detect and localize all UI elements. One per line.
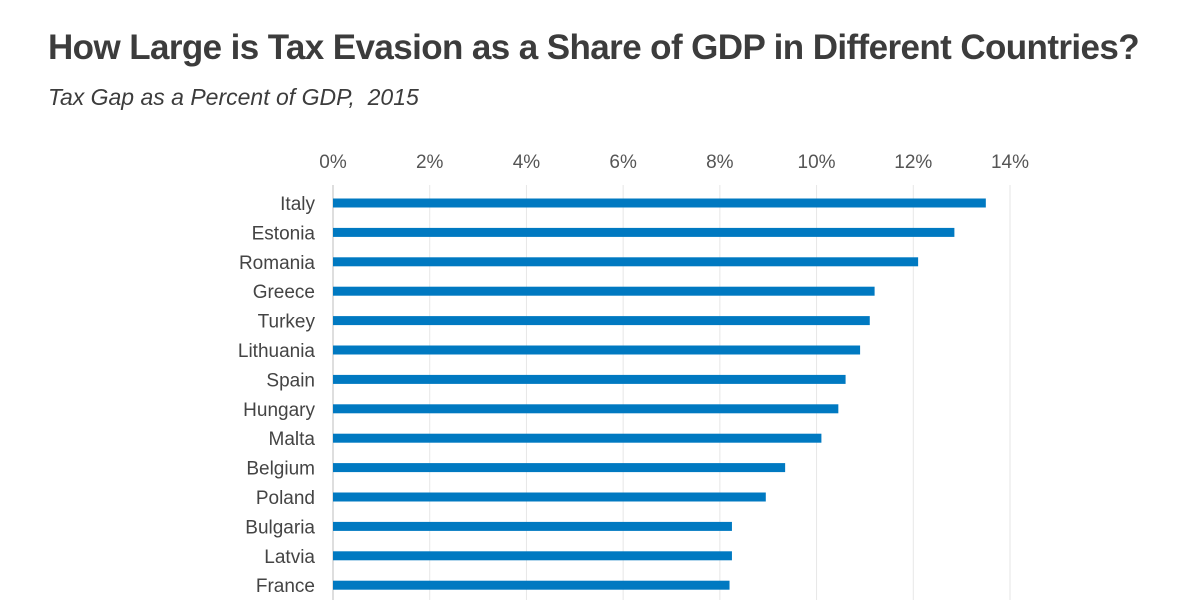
bar-italy <box>333 198 986 208</box>
category-label: Poland <box>256 488 315 509</box>
bar-malta <box>333 433 822 443</box>
category-label: Malta <box>269 429 316 450</box>
chart-subtitle: Tax Gap as a Percent of GDP, 2015 <box>48 84 419 110</box>
bar-spain <box>333 374 846 384</box>
gridlines <box>429 185 1011 600</box>
category-label: Bulgaria <box>245 517 315 538</box>
category-label: Estonia <box>252 223 316 244</box>
x-tick-label: 2% <box>416 152 444 173</box>
chart-title: How Large is Tax Evasion as a Share of G… <box>48 28 1140 67</box>
category-label: Hungary <box>243 400 315 421</box>
x-tick-label: 12% <box>894 152 932 173</box>
x-tick-label: 4% <box>513 152 541 173</box>
category-label: Lithuania <box>238 341 316 362</box>
x-tick-label: 14% <box>991 152 1029 173</box>
bar-latvia <box>333 551 732 561</box>
bar-france <box>333 580 730 590</box>
bar-belgium <box>333 463 786 473</box>
x-axis-ticks: 0% 2% 4% 6% 8% 10% 12% 14% <box>319 152 1029 173</box>
category-label: Greece <box>253 282 315 303</box>
bar-hungary <box>333 404 839 414</box>
bar-poland <box>333 492 766 502</box>
bar-bulgaria <box>333 521 732 531</box>
category-label: Romania <box>239 253 315 274</box>
bar-estonia <box>333 227 955 237</box>
bar-turkey <box>333 316 870 326</box>
bars <box>333 198 986 590</box>
bar-romania <box>333 257 919 267</box>
x-tick-label: 8% <box>706 152 734 173</box>
bar-greece <box>333 286 875 296</box>
x-tick-label: 0% <box>319 152 347 173</box>
x-tick-label: 10% <box>798 152 836 173</box>
category-label: Italy <box>280 194 315 215</box>
category-label: France <box>256 576 315 597</box>
x-tick-label: 6% <box>609 152 637 173</box>
category-label: Turkey <box>258 312 316 333</box>
category-label: Belgium <box>246 459 315 480</box>
category-labels: Italy Estonia Romania Greece Turkey Lithuania… <box>238 194 316 597</box>
category-label: Latvia <box>264 547 315 568</box>
category-label: Spain <box>266 370 315 391</box>
bar-lithuania <box>333 345 861 355</box>
